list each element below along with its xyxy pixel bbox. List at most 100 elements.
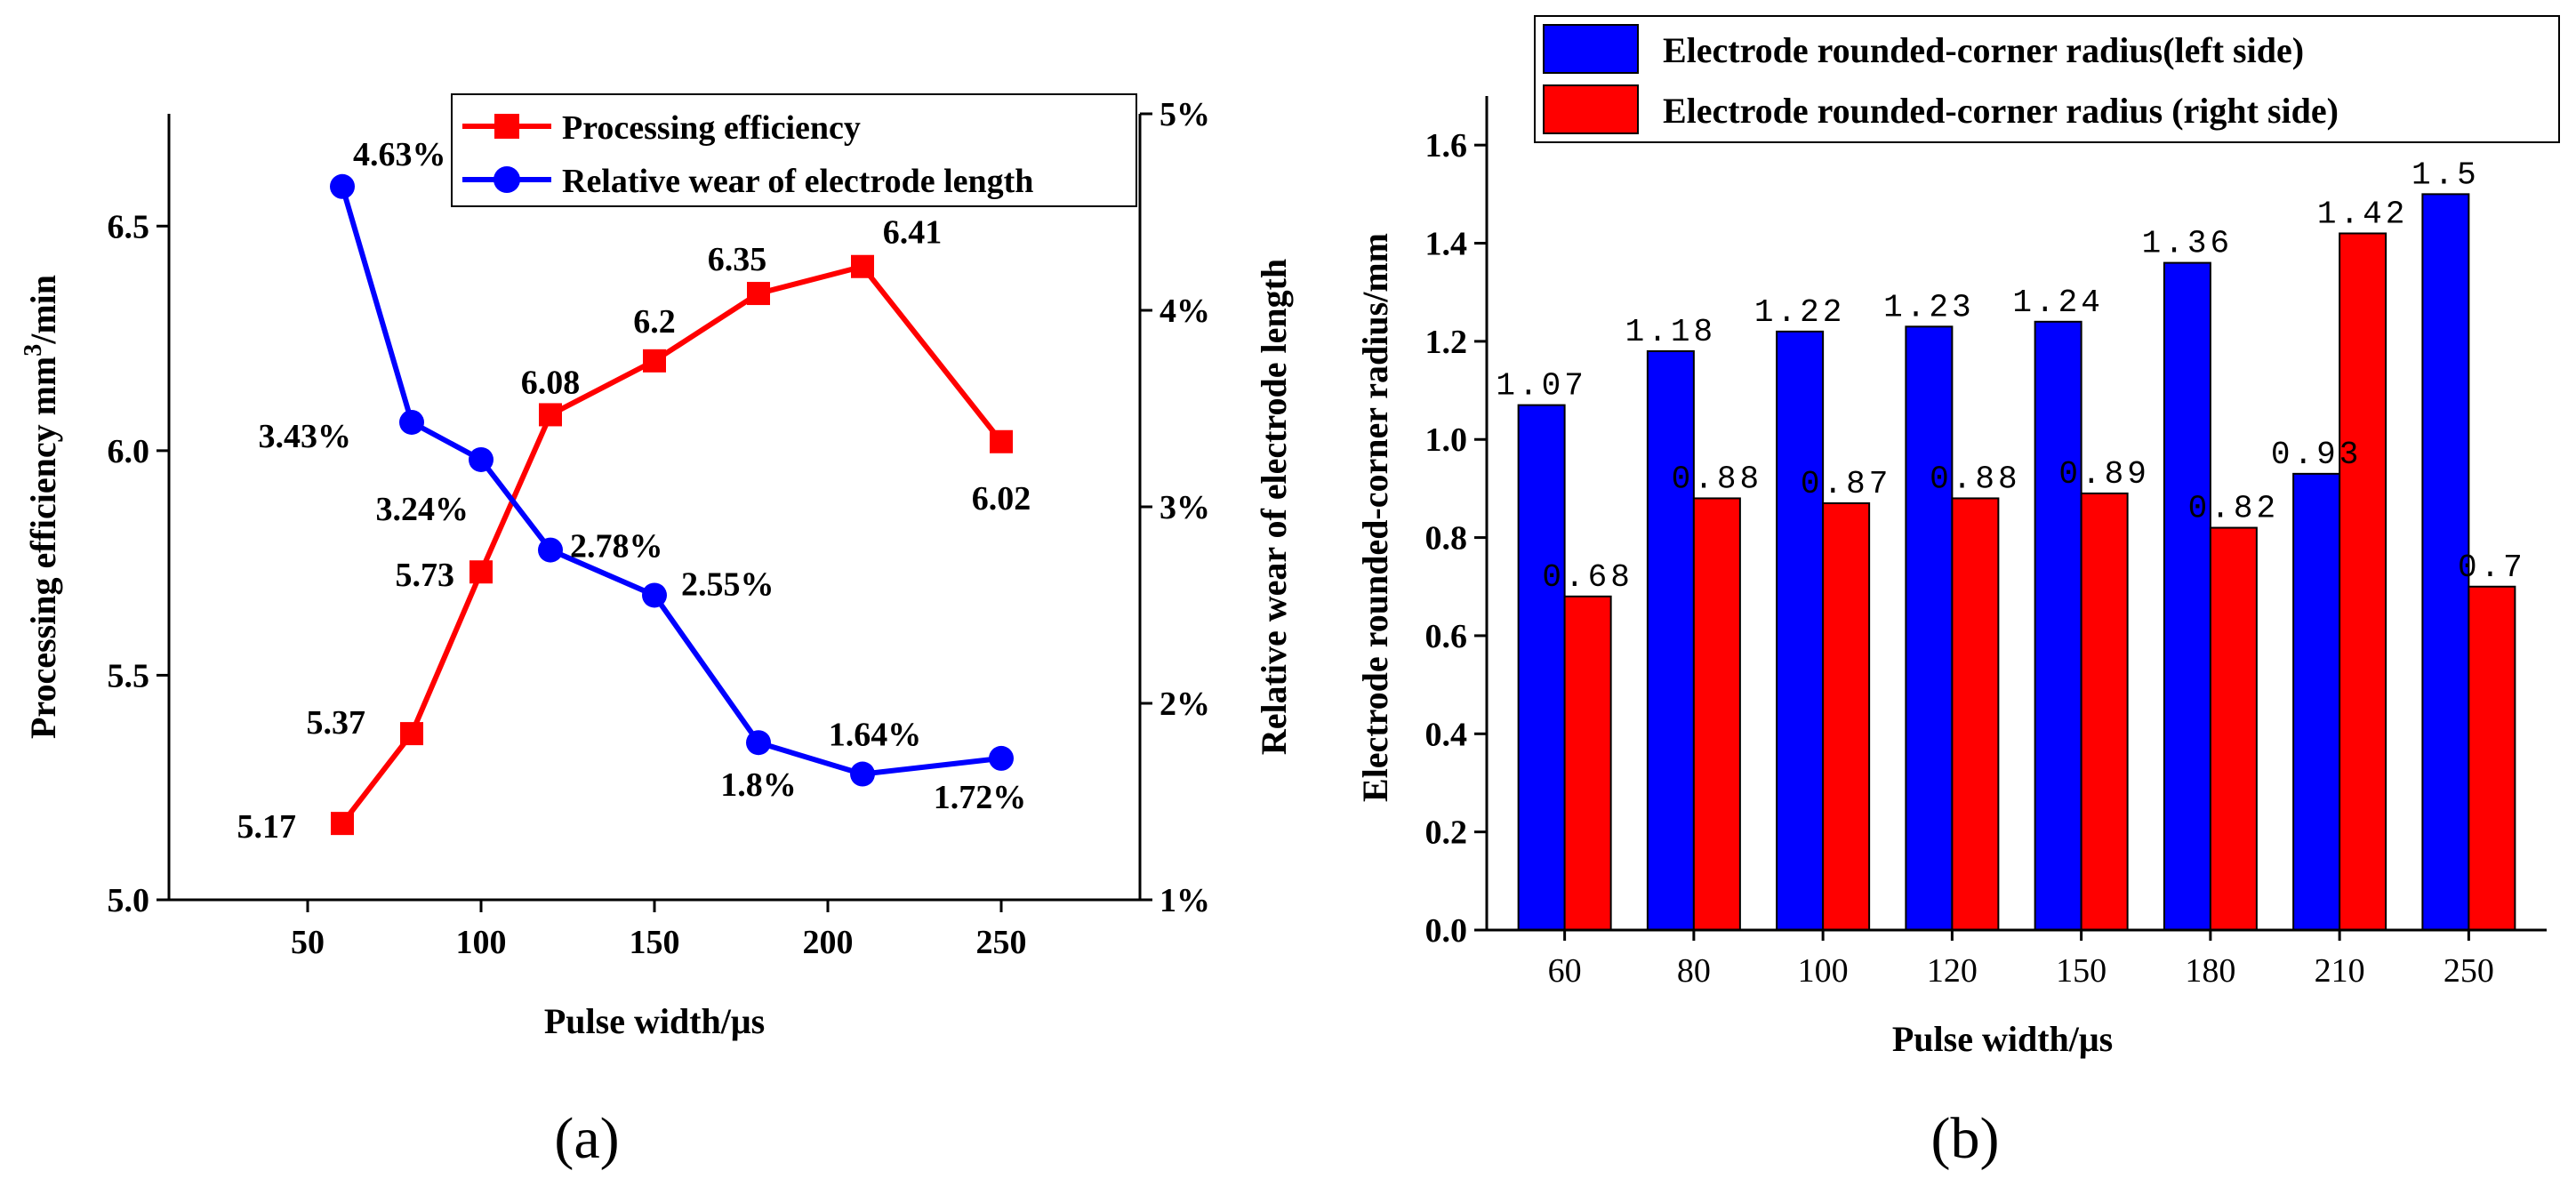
legend-label-left-side: Electrode rounded-corner radius(left sid…	[1663, 30, 2304, 70]
panel-b-legend: Electrode rounded-corner radius(left sid…	[1534, 15, 2560, 143]
b-bar-label-right-side: 0.88	[1930, 461, 2020, 497]
a-x-tick-label: 100	[456, 924, 507, 961]
b-y-tick-label: 0.0	[1425, 912, 1468, 950]
b-bar-left-side	[1646, 349, 1695, 931]
a-x-tick-label: 250	[976, 924, 1027, 961]
a-point-processing-efficiency	[331, 812, 354, 836]
panel-a-left-y-ticks: 5.0 5.5 6.0 6.5	[108, 208, 169, 919]
panel-b-y-axis-label: Electrode rounded-corner radius/mm	[1355, 233, 1395, 802]
a-point-relative-wear	[330, 173, 355, 199]
b-bar-label-right-side: 0.82	[2188, 491, 2279, 527]
panel-a-series-lines	[340, 185, 1004, 825]
a-point-relative-wear	[642, 582, 667, 608]
a-point-relative-wear	[469, 446, 494, 472]
b-bar-right-side	[2468, 585, 2516, 931]
panel-a-line-chart: 50 100 150 200 250 5.0 5.5 6.0 6.5 1% 2% 3% 4% 5% 5…	[20, 93, 1294, 1041]
left-y-label-main: Processing efficiency mm	[23, 357, 63, 739]
a-point-processing-efficiency	[747, 282, 770, 306]
b-bar-right-side	[1563, 595, 1612, 931]
a-data-label-relative-wear: 4.63%	[353, 136, 446, 173]
b-y-tick-label: 1.6	[1425, 127, 1468, 164]
b-y-tick-label: 1.0	[1425, 421, 1468, 459]
b-x-tick-label: 60	[1548, 952, 1582, 990]
b-x-tick-label: 250	[2444, 952, 2494, 990]
b-y-tick-label: 1.4	[1425, 226, 1468, 263]
b-bar-left-side	[1905, 325, 1954, 931]
a-x-tick-label: 50	[291, 924, 325, 961]
b-x-tick-label: 100	[1798, 952, 1849, 990]
left-y-label-tail: /min	[23, 275, 63, 345]
a-left-y-tick-label: 5.0	[108, 882, 150, 919]
panel-a-legend-box	[451, 93, 1137, 207]
a-data-label-relative-wear: 1.72%	[934, 779, 1027, 816]
a-data-label-processing-efficiency: 6.41	[883, 214, 943, 252]
b-bar-left-side	[2292, 472, 2341, 931]
b-y-tick-label: 0.2	[1425, 814, 1468, 852]
a-point-processing-efficiency	[469, 560, 493, 584]
a-right-y-tick-label: 3%	[1160, 489, 1210, 526]
b-bar-right-side	[1692, 497, 1741, 932]
b-bar-label-left-side: 1.23	[1883, 289, 1974, 325]
b-bar-right-side	[1822, 501, 1871, 932]
panel-a-right-y-axis-label: Relative wear of electrode length	[1254, 259, 1294, 755]
b-bar-label-left-side: 1.24	[2012, 285, 2103, 321]
a-point-processing-efficiency	[400, 722, 423, 746]
a-left-y-tick-label: 5.5	[108, 657, 150, 694]
b-y-tick-label: 0.6	[1425, 618, 1468, 655]
b-y-tick-label: 0.4	[1425, 716, 1468, 753]
panel-a-data-labels: 5.17 5.37 5.73 6.08 6.2 6.35 6.41 6.02 4.63% 3.43…	[237, 136, 1031, 846]
b-bar-label-right-side: 0.89	[2058, 456, 2149, 493]
b-bar-label-right-side: 0.7	[2458, 549, 2526, 586]
b-bar-left-side	[1517, 404, 1566, 931]
b-bar-label-left-side: 1.5	[2411, 156, 2480, 193]
panel-b-y-ticks: 0.0 0.2 0.4 0.6 0.8 1.0 1.2 1.4 1.6	[1425, 127, 1487, 950]
legend-label-processing-efficiency: Processing efficiency	[562, 109, 861, 147]
b-x-tick-label: 180	[2185, 952, 2235, 990]
a-data-label-processing-efficiency: 5.37	[307, 704, 366, 742]
panel-b-x-axis-label: Pulse width/μs	[1892, 1019, 2113, 1059]
panel-b-bars	[1517, 193, 2516, 932]
a-x-tick-label: 200	[803, 924, 854, 961]
b-x-tick-label: 150	[2056, 952, 2107, 990]
legend-label-right-side: Electrode rounded-corner radius (right s…	[1663, 91, 2339, 131]
a-point-relative-wear	[746, 730, 771, 756]
a-data-label-relative-wear: 2.78%	[570, 528, 663, 565]
a-x-tick-label: 150	[630, 924, 680, 961]
a-point-relative-wear	[399, 409, 424, 435]
a-data-label-relative-wear: 3.24%	[376, 491, 469, 528]
b-y-tick-label: 1.2	[1425, 324, 1468, 361]
a-data-label-processing-efficiency: 6.2	[633, 303, 676, 341]
b-bar-label-right-side: 0.88	[1672, 461, 1762, 497]
panel-b-bar-data-labels: 1.07 0.68 1.18 0.88 1.22 0.87 1.23 0.88 1.24 0.89…	[1496, 156, 2526, 596]
b-bar-label-right-side: 0.68	[1542, 559, 1633, 596]
left-y-label-superscript: 3	[20, 344, 47, 357]
panel-a-x-ticks: 50 100 150 200 250	[291, 900, 1027, 961]
b-bar-label-right-side: 1.42	[2317, 196, 2408, 232]
legend-swatch-left-side	[1543, 24, 1639, 74]
b-x-tick-label: 120	[1927, 952, 1978, 990]
b-bar-right-side	[2339, 232, 2387, 931]
legend-swatch-right-side	[1543, 84, 1639, 134]
panel-a-legend: Processing efficiency Relative wear of e…	[451, 93, 1137, 207]
b-bar-left-side	[2163, 261, 2211, 932]
a-data-label-relative-wear: 3.43%	[259, 418, 352, 455]
legend-label-relative-wear: Relative wear of electrode length	[562, 163, 1033, 200]
b-bar-label-left-side: 1.22	[1754, 294, 1845, 331]
panel-a-series-markers	[330, 173, 1014, 836]
panel-a-caption: (a)	[554, 1106, 619, 1171]
b-bar-right-side	[2209, 526, 2258, 931]
a-data-label-processing-efficiency: 5.17	[237, 808, 297, 846]
legend-square-marker	[494, 114, 519, 139]
a-data-label-processing-efficiency: 6.35	[708, 241, 767, 278]
b-bar-right-side	[1951, 497, 2000, 932]
b-bar-right-side	[2080, 492, 2129, 931]
a-point-relative-wear	[989, 745, 1014, 771]
a-point-relative-wear	[538, 537, 563, 563]
a-point-relative-wear	[850, 761, 875, 787]
a-right-y-tick-label: 4%	[1160, 293, 1210, 330]
panel-a-left-y-axis-label: Processing efficiency mm3/min	[20, 275, 63, 739]
b-bar-label-right-side: 0.87	[1801, 466, 1891, 502]
panel-b-x-ticks: 60 80 100 120 150 180 210 250	[1548, 930, 2494, 990]
a-point-processing-efficiency	[990, 429, 1013, 453]
